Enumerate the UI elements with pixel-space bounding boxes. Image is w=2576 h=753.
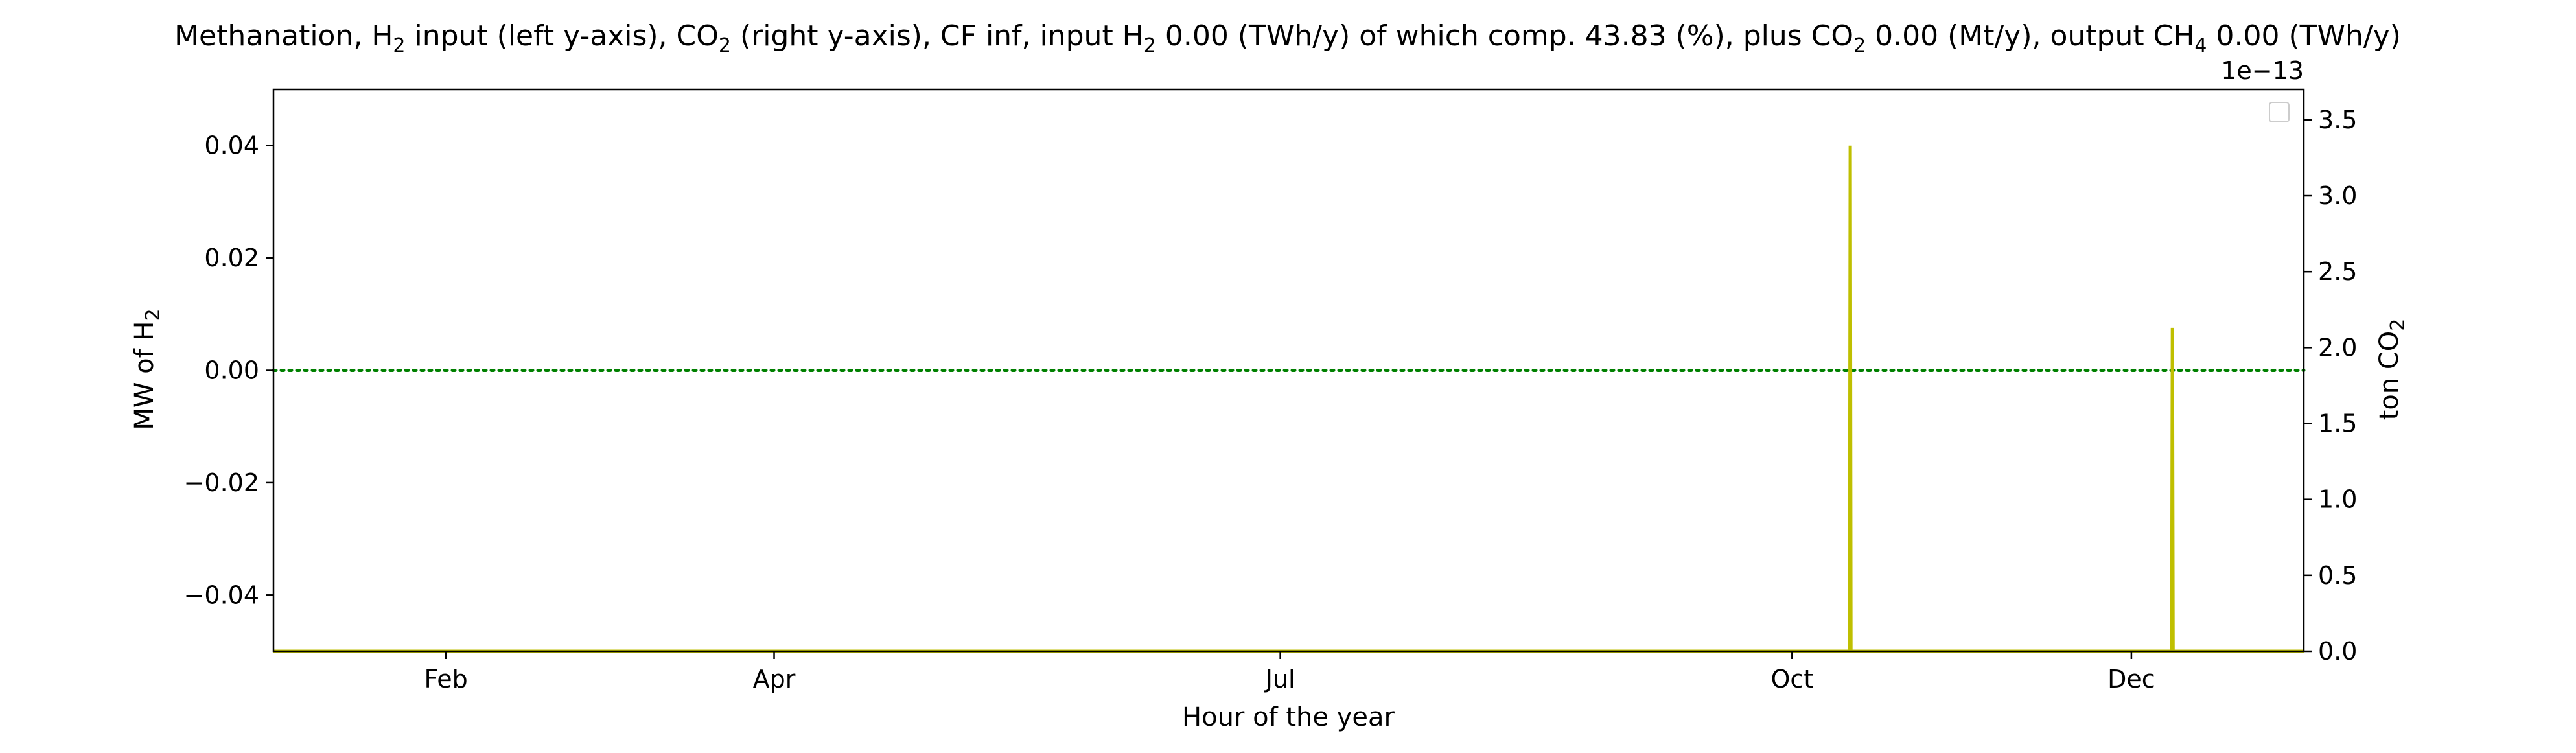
right-y-axis-label: ton CO2 xyxy=(2374,319,2409,421)
x-tick-label: Jul xyxy=(1264,665,1295,693)
axes: Feb Apr Jul Oct Dec 0.04 0.02 0.00 −0.02 −0.04 3.5… xyxy=(184,88,2357,693)
left-y-tick-label: 0.00 xyxy=(204,356,259,385)
right-y-tick-label: 2.0 xyxy=(2318,333,2357,362)
legend-box xyxy=(2269,102,2290,122)
right-y-tick-label: 0.5 xyxy=(2318,561,2357,590)
series-line-1 xyxy=(273,145,2304,653)
x-tick-label: Feb xyxy=(424,665,467,693)
chart-title: Methanation, H2 input (left y-axis), CO2… xyxy=(174,19,2401,57)
right-y-tick-label: 0.0 xyxy=(2318,637,2357,666)
left-y-tick-label: 0.04 xyxy=(204,132,259,160)
x-axis-label: Hour of the year xyxy=(1182,702,1395,732)
right-y-tick-label: 1.0 xyxy=(2318,485,2357,514)
right-y-tick-label: 3.5 xyxy=(2318,106,2357,134)
left-y-tick-label: −0.04 xyxy=(184,581,259,609)
left-y-axis-label: MW of H2 xyxy=(130,308,165,430)
x-tick-label: Oct xyxy=(1770,665,1813,693)
left-y-tick-label: −0.02 xyxy=(184,469,259,497)
left-y-tick-label: 0.02 xyxy=(204,244,259,272)
right-y-tick-label: 1.5 xyxy=(2318,410,2357,438)
right-y-tick-label: 2.5 xyxy=(2318,257,2357,286)
right-y-tick-label: 3.0 xyxy=(2318,181,2357,210)
right-axis-offset-label: 1e−13 xyxy=(2221,56,2304,85)
x-tick-label: Apr xyxy=(753,665,796,693)
plot-area xyxy=(272,145,2306,653)
x-tick-label: Dec xyxy=(2107,665,2155,693)
